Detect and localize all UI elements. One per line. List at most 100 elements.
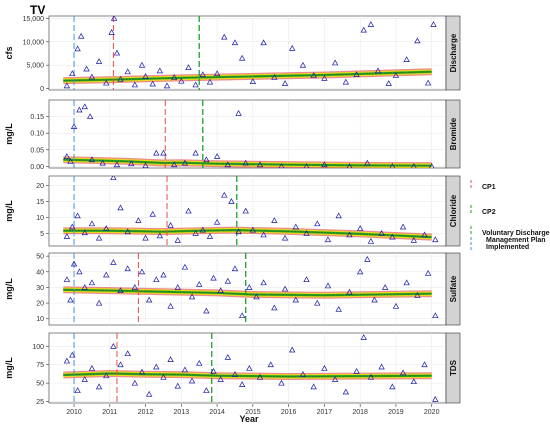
- y-tick-label: 15: [36, 199, 44, 206]
- data-point: [149, 210, 156, 217]
- data-point: [199, 71, 206, 77]
- data-point: [360, 334, 367, 340]
- data-point: [231, 370, 239, 377]
- data-point: [77, 32, 85, 39]
- data-point: [181, 263, 189, 270]
- data-point: [217, 287, 224, 293]
- chart-title: TV: [30, 3, 45, 17]
- data-point: [131, 81, 139, 88]
- plot-area: [63, 176, 439, 246]
- data-point: [185, 64, 192, 70]
- facet-strip: [445, 252, 461, 326]
- data-point: [353, 367, 360, 374]
- y-axis-label: mg/L: [4, 357, 14, 379]
- facet-strip-label: Chloride: [449, 194, 458, 227]
- y-axis-label: cfs: [4, 46, 14, 59]
- trend-line: [63, 373, 432, 377]
- data-point: [260, 231, 267, 238]
- data-point: [303, 229, 310, 236]
- data-point: [163, 82, 171, 89]
- data-point: [260, 39, 267, 46]
- legend-entry-label: CP1: [482, 184, 496, 191]
- data-point: [213, 153, 221, 159]
- data-point: [430, 21, 437, 27]
- data-point: [432, 312, 439, 319]
- data-point: [174, 382, 181, 389]
- data-point: [346, 163, 353, 168]
- data-point: [403, 279, 410, 286]
- data-point: [292, 223, 299, 230]
- data-point: [95, 58, 103, 64]
- y-tick-label: 10: [36, 215, 44, 222]
- data-point: [103, 79, 110, 86]
- data-point: [392, 72, 400, 78]
- data-point: [74, 387, 81, 393]
- data-point: [310, 383, 317, 390]
- data-point: [188, 293, 196, 300]
- data-point: [424, 270, 432, 276]
- y-axis-label: mg/L: [4, 278, 14, 300]
- data-point: [321, 365, 328, 371]
- data-point: [203, 387, 210, 393]
- data-point: [192, 81, 199, 88]
- trend-line: [63, 229, 432, 238]
- data-point: [95, 299, 103, 306]
- data-point: [356, 225, 364, 231]
- data-point: [185, 207, 192, 214]
- data-point: [160, 373, 167, 380]
- data-point: [221, 33, 228, 40]
- data-point: [138, 368, 146, 375]
- data-point: [414, 37, 421, 44]
- data-point: [95, 383, 103, 390]
- data-point: [181, 159, 189, 166]
- data-point: [382, 284, 389, 290]
- data-point: [364, 159, 371, 166]
- data-point: [178, 77, 185, 84]
- data-point: [278, 379, 285, 386]
- data-point: [113, 49, 121, 56]
- data-point: [249, 226, 257, 233]
- data-point: [378, 363, 385, 370]
- data-point: [367, 237, 375, 244]
- data-point: [278, 163, 285, 168]
- data-point: [192, 149, 199, 156]
- data-point: [246, 365, 253, 371]
- y-tick-label: 50: [36, 381, 44, 388]
- data-point: [246, 284, 253, 290]
- data-point: [67, 158, 74, 164]
- x-tick-label: 2012: [138, 409, 154, 416]
- data-point: [411, 163, 417, 168]
- data-point: [88, 220, 96, 227]
- data-point: [203, 156, 210, 163]
- data-point: [289, 44, 296, 51]
- data-point: [70, 123, 78, 129]
- data-point: [167, 302, 174, 309]
- data-point: [74, 212, 81, 219]
- data-point: [238, 381, 246, 388]
- data-point: [324, 282, 332, 289]
- facet-strip: [445, 332, 461, 404]
- data-point: [432, 395, 439, 402]
- y-axis-label: mg/L: [4, 123, 14, 145]
- data-point: [213, 70, 221, 77]
- data-point: [170, 74, 178, 80]
- y-tick-label: 100: [32, 344, 44, 351]
- data-point: [392, 302, 400, 309]
- data-point: [117, 75, 124, 82]
- data-point: [188, 377, 196, 384]
- data-point: [142, 162, 149, 168]
- data-point: [203, 307, 210, 314]
- data-point: [86, 113, 94, 120]
- data-point: [174, 284, 181, 290]
- data-point: [145, 390, 153, 397]
- data-point: [421, 231, 428, 238]
- data-point: [108, 29, 115, 35]
- data-point: [167, 356, 174, 362]
- legend-entry-label: Implemented: [486, 244, 529, 251]
- facet-sulfate: 10 20 30 40 50 Sulfate mg/L: [4, 252, 461, 326]
- data-point: [110, 176, 117, 181]
- data-point: [88, 156, 96, 163]
- data-point: [138, 61, 146, 68]
